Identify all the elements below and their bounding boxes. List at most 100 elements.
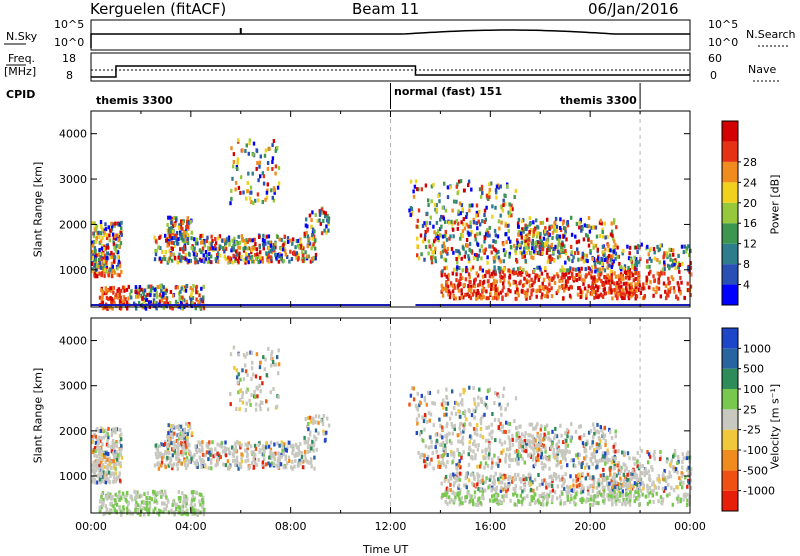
power-cell <box>534 246 536 250</box>
power-cell <box>100 239 102 243</box>
power-cell <box>462 245 464 249</box>
power-cell <box>119 264 121 268</box>
power-cell <box>434 203 436 207</box>
velocity-cell <box>183 434 185 438</box>
power-cell <box>500 205 502 209</box>
power-cell <box>247 247 249 251</box>
power-cell <box>146 298 148 302</box>
power-cell <box>117 238 119 242</box>
velocity-cell <box>230 402 232 406</box>
power-cell <box>595 284 597 288</box>
velocity-cell <box>460 401 462 405</box>
power-cell <box>533 230 535 234</box>
power-cell <box>259 256 261 260</box>
velocity-cell <box>428 446 430 450</box>
power-cell <box>460 288 462 292</box>
power-cell <box>453 200 455 204</box>
power-cell <box>436 221 438 225</box>
power-cell <box>114 234 116 238</box>
velocity-cell <box>603 493 605 497</box>
velocity-cell <box>185 452 187 456</box>
velocity-cell <box>108 462 110 466</box>
velocity-cell <box>471 472 473 476</box>
power-cell <box>106 233 108 237</box>
velocity-cell <box>441 482 443 486</box>
power-cell <box>479 280 481 284</box>
power-cell <box>250 186 252 190</box>
velocity-cell <box>486 396 488 400</box>
power-cell <box>459 282 461 286</box>
velocity-cell <box>497 477 499 481</box>
velocity-cell <box>602 499 604 503</box>
power-cell <box>559 226 561 230</box>
power-cell <box>458 289 460 293</box>
power-cell <box>555 217 557 221</box>
power-cell <box>193 247 195 251</box>
velocity-cell <box>157 449 159 453</box>
power-cell <box>206 239 208 243</box>
power-cell <box>429 221 431 225</box>
power-cell <box>463 283 465 287</box>
velocity-cell <box>438 460 440 464</box>
velocity-cell <box>606 476 608 480</box>
velocity-cell <box>262 447 264 451</box>
power-cell <box>98 272 100 276</box>
power-cell <box>498 219 500 223</box>
power-cell <box>678 270 680 274</box>
power-cell <box>665 296 667 300</box>
power-cell <box>508 202 510 206</box>
velocity-cell <box>619 485 621 489</box>
velocity-cell <box>175 503 177 507</box>
velocity-cell <box>509 442 511 446</box>
power-cell <box>439 234 441 238</box>
power-cell <box>188 253 190 257</box>
velocity-cell <box>572 484 574 488</box>
velocity-cell <box>469 440 471 444</box>
velocity-cell <box>483 413 485 417</box>
velocity-cell <box>613 445 615 449</box>
velocity-cell <box>523 488 525 492</box>
velocity-cell <box>140 494 142 498</box>
power-cell <box>588 266 590 270</box>
power-cell <box>217 236 219 240</box>
power-cell <box>179 232 181 236</box>
velocity-cell <box>162 493 164 497</box>
velocity-cell <box>560 434 562 438</box>
power-cell <box>507 288 509 292</box>
velocity-cell <box>210 461 212 465</box>
power-cell <box>476 226 478 230</box>
velocity-cell <box>449 483 451 487</box>
velocity-cell <box>537 473 539 477</box>
power-cell <box>241 234 243 238</box>
power-cell <box>103 260 105 264</box>
velocity-cell <box>485 426 487 430</box>
velocity-cell <box>498 418 500 422</box>
velocity-cell <box>114 508 116 512</box>
power-cell <box>624 293 626 297</box>
power-cell <box>588 216 590 220</box>
velocity-cell <box>478 388 480 392</box>
power-cell <box>274 172 276 176</box>
power-cell <box>636 250 638 254</box>
velocity-cell <box>534 463 536 467</box>
power-cell <box>461 295 463 299</box>
power-cell <box>548 288 550 292</box>
power-cell <box>219 245 221 249</box>
velocity-cell <box>442 399 444 403</box>
power-cell <box>422 240 424 244</box>
power-cell <box>108 273 110 277</box>
power-cell <box>502 281 504 285</box>
velocity-cell <box>606 482 608 486</box>
power-cell <box>499 279 501 283</box>
power-cell <box>527 288 529 292</box>
velocity-cell <box>310 447 312 451</box>
velocity-cell <box>464 499 466 503</box>
power-cell <box>470 188 472 192</box>
power-cell <box>488 182 490 186</box>
power-cell <box>485 206 487 210</box>
velocity-cell <box>457 439 459 443</box>
velocity-cell <box>599 439 601 443</box>
velocity-cell <box>251 361 253 365</box>
power-cell <box>660 294 662 298</box>
velocity-cell <box>487 389 489 393</box>
